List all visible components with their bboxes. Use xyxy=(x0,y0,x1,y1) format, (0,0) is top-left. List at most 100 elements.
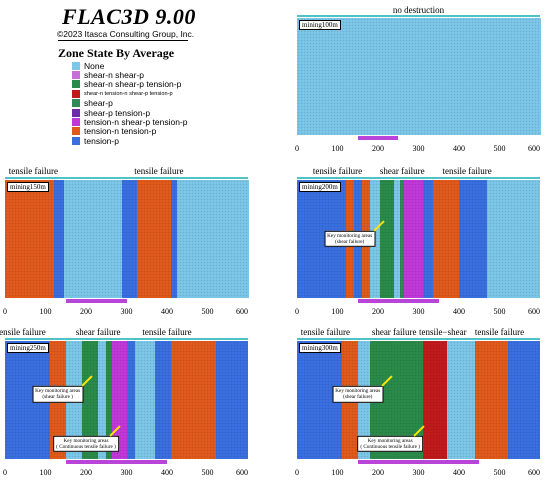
x-tick-label: 100 xyxy=(331,144,344,153)
annotation-box: Key monitoring areas (shear failure ) xyxy=(32,385,84,403)
panel-top-line xyxy=(297,177,540,179)
legend-item: shear-p tension-p xyxy=(72,107,262,118)
legend-item: tension-p xyxy=(72,135,262,146)
zone-strip xyxy=(475,341,509,459)
x-tick-label: 200 xyxy=(372,144,384,153)
legend-item: None xyxy=(72,60,262,71)
zone-strip xyxy=(136,180,172,298)
mining-label: mining300m xyxy=(299,343,341,353)
x-tick-label: 300 xyxy=(412,307,425,316)
zone-strip xyxy=(81,341,99,459)
panel-top-line xyxy=(297,15,540,17)
legend-item: tension-n tension-p xyxy=(72,126,262,137)
zone-strip xyxy=(446,341,476,459)
x-tick-label: 600 xyxy=(528,468,540,477)
mining-label: mining150m xyxy=(7,182,49,192)
legend-label: tension-n shear-p tension-p xyxy=(84,117,188,128)
zone-label: shear failure xyxy=(371,327,417,337)
x-tick-label: 300 xyxy=(412,468,425,477)
mesh-overlay xyxy=(297,18,540,135)
zone-strip xyxy=(171,341,217,459)
zone-label: tensile failure xyxy=(312,166,363,176)
zone-strip xyxy=(126,341,136,459)
legend-item: tension-n shear-p tension-p xyxy=(72,117,262,128)
annotation-box: Key monitoring areas (shear failure) xyxy=(332,385,384,403)
x-tick-label: 0 xyxy=(3,468,7,477)
mined-range-bar xyxy=(357,460,480,464)
x-tick-label: 100 xyxy=(331,468,344,477)
legend-swatch xyxy=(72,127,80,136)
zone-label: shear failure xyxy=(75,327,121,337)
zone-strip xyxy=(432,180,460,298)
zone-strip xyxy=(404,180,424,298)
zone-label: tensile−shear xyxy=(419,327,467,337)
zone-strip xyxy=(459,180,488,298)
legend-swatch xyxy=(72,108,80,117)
legend-item: shear-n shear-p xyxy=(72,70,262,81)
panel-top-line xyxy=(297,338,540,340)
zone-strip xyxy=(422,180,434,298)
x-tick-label: 600 xyxy=(528,307,540,316)
zone-strip xyxy=(422,341,448,459)
x-tick-label: 100 xyxy=(331,307,344,316)
x-tick-label: 500 xyxy=(201,468,214,477)
zone-strip xyxy=(215,341,249,459)
zone-strip xyxy=(122,180,138,298)
zone-strip xyxy=(380,180,395,298)
legend-label: tension-p xyxy=(84,135,119,146)
annotation-box: Key monitoring areas ( Continuous tensil… xyxy=(53,435,119,452)
annotation-box: Key monitoring areas ( Continuous tensil… xyxy=(357,435,423,452)
zone-label: tensile failure xyxy=(8,166,58,176)
legend-item: shear-n shear-p tension-p xyxy=(72,79,262,89)
x-tick-label: 500 xyxy=(493,144,506,153)
zone-strip xyxy=(369,180,381,298)
zone-label: tensile failure xyxy=(300,327,350,337)
x-tick-label: 400 xyxy=(453,468,465,477)
legend-label: shear-n shear-p xyxy=(84,70,145,81)
zone-strip xyxy=(53,180,65,298)
zone-strip xyxy=(297,18,541,135)
brand-title: FLAC3D 9.00 xyxy=(62,4,196,29)
legend-label: None xyxy=(84,60,105,71)
zone-strip xyxy=(63,180,123,298)
x-tick-label: 0 xyxy=(3,307,7,316)
x-tick-label: 400 xyxy=(453,307,465,316)
legend-label: tension-n tension-p xyxy=(84,126,157,137)
x-tick-label: 600 xyxy=(236,468,248,477)
x-tick-label: 300 xyxy=(120,468,133,477)
x-tick-label: 200 xyxy=(80,468,92,477)
zone-strip xyxy=(98,341,107,459)
zone-strip xyxy=(400,180,405,298)
x-tick-label: 400 xyxy=(453,144,465,153)
legend-label: shear-n tension-n shear-p tension-p xyxy=(84,90,173,97)
mined-range-bar xyxy=(65,460,167,464)
zone-label: tensile failure xyxy=(0,327,46,337)
mined-range-bar xyxy=(357,136,399,140)
legend-label: shear-p xyxy=(84,98,113,109)
mining-label: mining100m xyxy=(299,20,341,30)
zone-label: tensile failure xyxy=(142,327,192,337)
legend-swatch xyxy=(72,61,80,70)
legend-label: shear-p tension-p xyxy=(84,107,151,118)
mining-label: mining250m xyxy=(7,343,49,353)
zone-label: tensile failure xyxy=(134,166,184,176)
mesh-overlay xyxy=(5,180,248,298)
zone-strip xyxy=(507,341,541,459)
x-tick-label: 0 xyxy=(295,144,299,153)
zone-strip xyxy=(106,341,113,459)
legend-swatch xyxy=(72,99,80,108)
x-tick-label: 500 xyxy=(201,307,214,316)
copyright: ©2023 Itasca Consulting Group, Inc. xyxy=(57,29,195,39)
x-tick-label: 600 xyxy=(528,144,540,153)
mined-range-bar xyxy=(357,299,439,303)
legend-swatch xyxy=(72,118,80,127)
x-tick-label: 300 xyxy=(120,307,133,316)
zone-strip xyxy=(394,180,401,298)
legend-swatch xyxy=(72,89,80,98)
x-tick-label: 400 xyxy=(161,468,173,477)
mined-range-bar xyxy=(65,299,127,303)
legend-title: Zone State By Average xyxy=(58,46,175,60)
zone-strip xyxy=(177,180,249,298)
zone-label: tensile failure xyxy=(442,166,492,176)
mining-label: mining200m xyxy=(299,182,341,192)
